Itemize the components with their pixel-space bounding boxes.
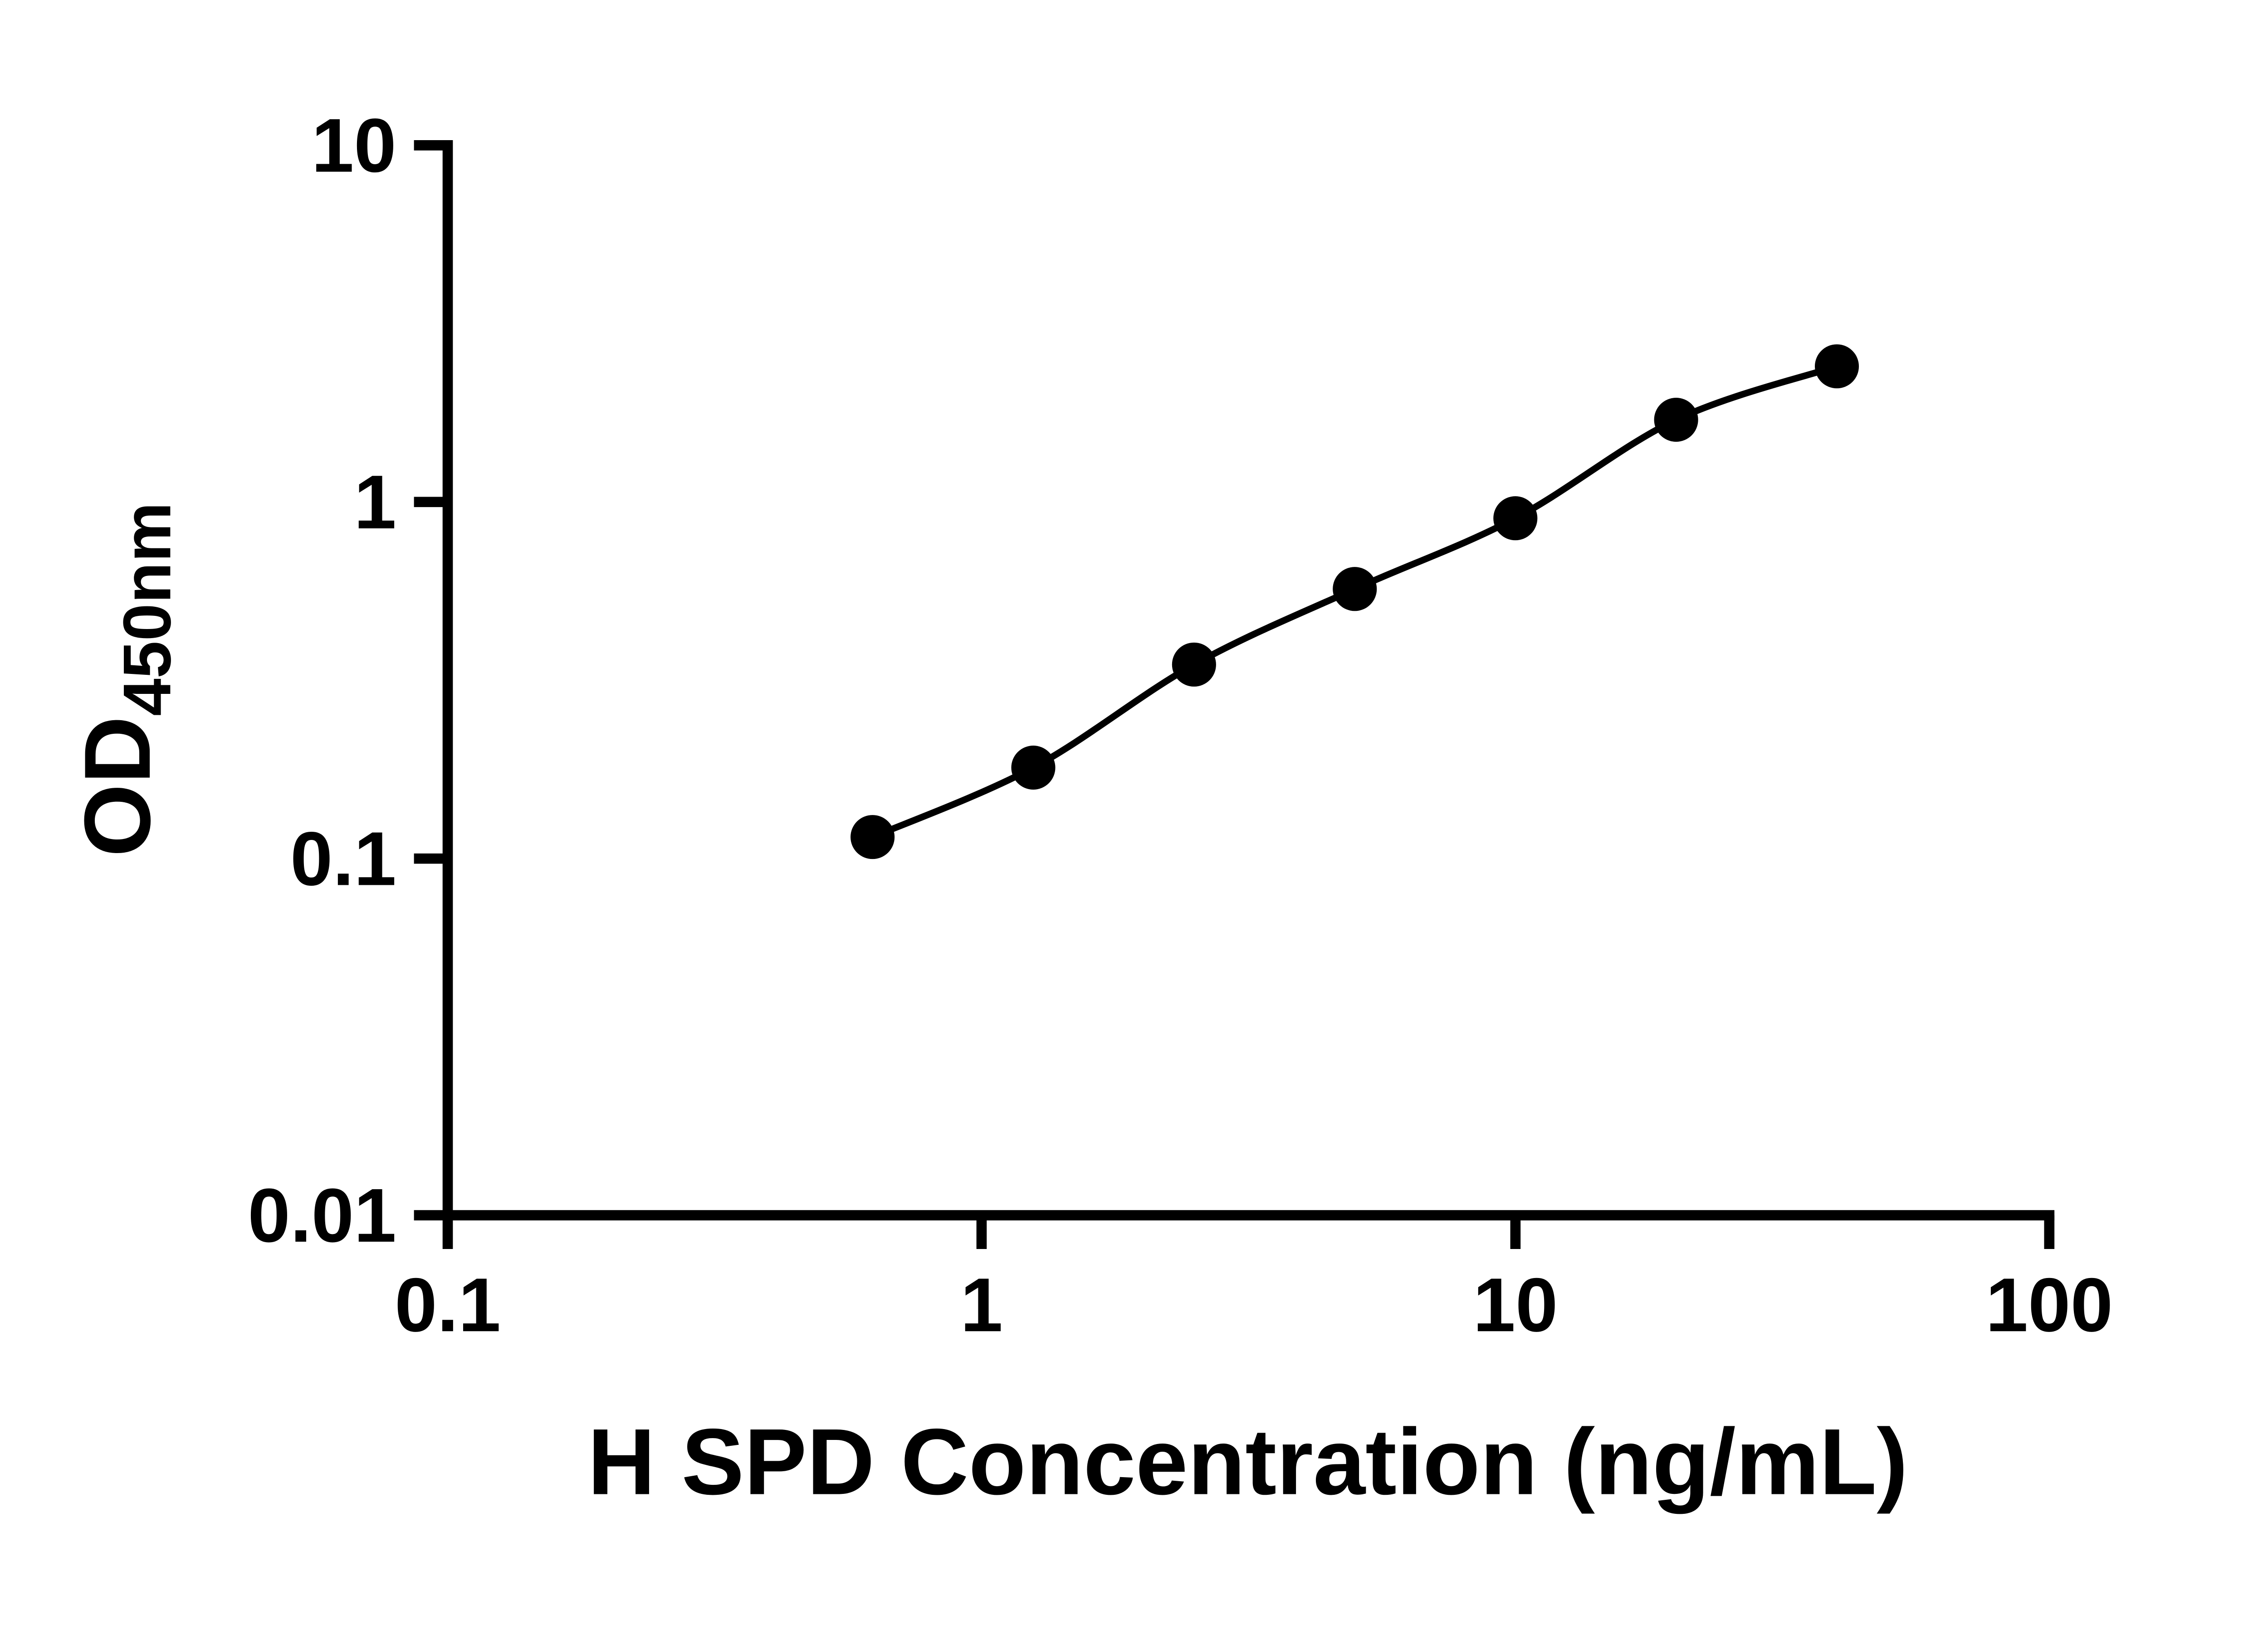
axis-line <box>442 140 2055 1220</box>
data-point-marker <box>1493 496 1538 541</box>
y-tick-label: 10 <box>312 103 396 188</box>
y-axis-title-main: OD <box>65 716 170 857</box>
plot-axes <box>442 140 2055 1220</box>
y-axis-title: OD450nm <box>65 502 185 857</box>
y-tick-label: 0.01 <box>248 1173 396 1258</box>
x-tick-label: 1 <box>960 1262 1003 1347</box>
x-tick-label: 10 <box>1473 1262 1558 1347</box>
standard-curve-figure: 0.1 1 10 100 0.01 0.1 1 10 H SPD Concentration… <box>65 102 2113 1514</box>
x-axis-ticks: 0.1 1 10 100 <box>395 1215 2113 1347</box>
data-point-marker <box>1654 398 1698 442</box>
y-axis-ticks: 0.01 0.1 1 10 <box>248 103 448 1258</box>
data-point-marker <box>1172 642 1216 687</box>
data-point-marker <box>850 815 895 859</box>
data-points <box>850 344 1859 859</box>
x-tick-label: 0.1 <box>395 1262 501 1347</box>
y-axis-title-sub: 450nm <box>109 502 185 716</box>
y-tick-label: 0.1 <box>290 816 396 901</box>
y-tick-label: 1 <box>354 459 396 545</box>
x-tick-label: 100 <box>1985 1262 2113 1347</box>
data-point-marker <box>1814 344 1859 389</box>
data-point-marker <box>1011 746 1056 790</box>
x-axis-title: H SPD Concentration (ng/mL) <box>587 1409 1908 1514</box>
data-point-marker <box>1333 567 1377 611</box>
